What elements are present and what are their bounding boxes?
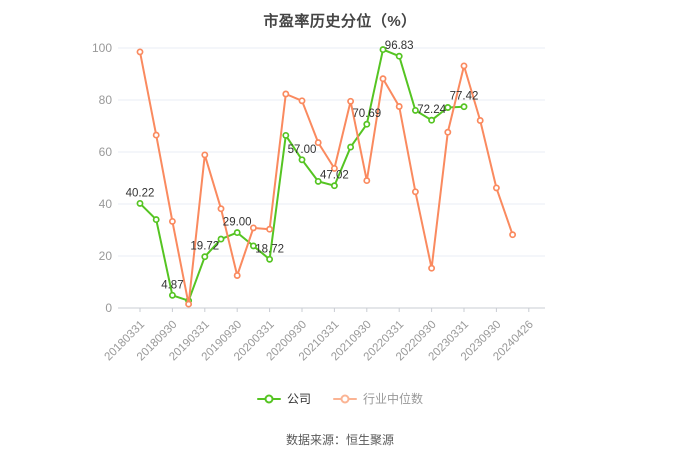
svg-text:80: 80 [99,93,113,107]
legend-item-industry-median[interactable]: 行业中位数 [333,391,423,407]
svg-text:40: 40 [99,197,113,211]
svg-text:0: 0 [105,301,112,315]
svg-text:40.22: 40.22 [126,187,155,199]
svg-text:19.72: 19.72 [190,241,219,253]
company-line-series-icon [256,394,281,404]
svg-text:4.87: 4.87 [161,279,183,291]
legend-label-industry-median: 行业中位数 [363,392,424,406]
svg-text:57.00: 57.00 [288,144,317,156]
svg-text:96.83: 96.83 [385,40,414,52]
chart-title: 市盈率历史分位（%） [263,13,417,30]
chart-area: 0 20 40 60 80 100 20180331 20180930 20190331 2019… [0,0,680,385]
svg-text:18.72: 18.72 [255,243,284,255]
industry-line-series-icon [333,394,357,404]
legend: 公司 行业中位数 [0,391,680,407]
svg-text:77.42: 77.42 [450,91,479,103]
svg-text:60: 60 [99,145,113,159]
data-source-note: 数据来源：恒生聚源 [285,433,394,447]
svg-text:20: 20 [99,249,113,263]
legend-item-company[interactable]: 公司 [256,391,311,407]
svg-text:100: 100 [92,41,112,55]
legend-label-company: 公司 [286,392,311,406]
svg-text:70.69: 70.69 [352,108,381,120]
svg-text:29.00: 29.00 [223,217,252,229]
svg-text:47.02: 47.02 [320,170,349,182]
chart-svg[interactable]: 0204060801002018033120180930201903312019… [0,0,680,385]
svg-text:72.24: 72.24 [417,104,446,116]
